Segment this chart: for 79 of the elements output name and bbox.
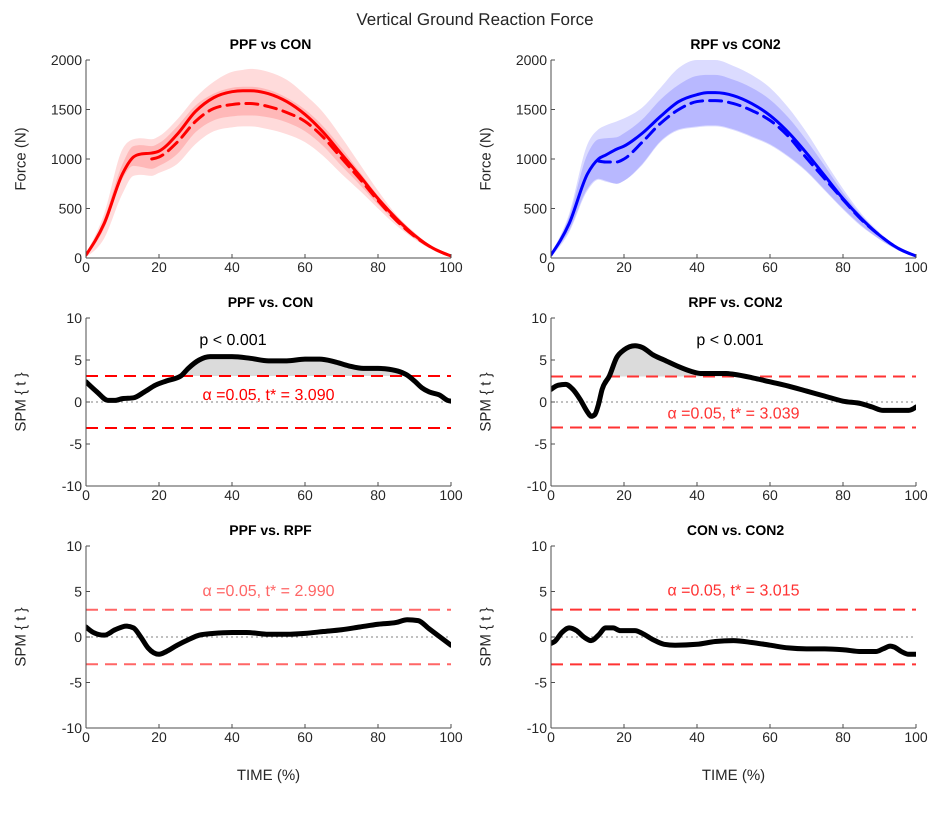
x-tick-label: 60 bbox=[297, 486, 313, 503]
chart-title: RPF vs CON2 bbox=[690, 36, 781, 52]
x-tick-label: 80 bbox=[370, 258, 386, 275]
y-tick-label: 10 bbox=[66, 310, 82, 326]
x-tick-label: 80 bbox=[370, 728, 386, 745]
chart-title: RPF vs. CON2 bbox=[688, 294, 783, 310]
x-axis-title: TIME (%) bbox=[702, 767, 766, 784]
x-tick-label: 20 bbox=[151, 258, 167, 275]
x-tick-label: 100 bbox=[904, 258, 928, 275]
x-tick-label: 40 bbox=[689, 486, 705, 503]
text: Vertical Ground Reaction Force bbox=[355, 9, 595, 31]
y-tick-label: -10 bbox=[526, 720, 548, 736]
y-axis-title: SPM { t } bbox=[12, 607, 30, 667]
y-tick-label: 0 bbox=[74, 394, 82, 410]
x-tick-label: 100 bbox=[439, 258, 463, 275]
ref-line-label: α =0.05, t* = 3.015 bbox=[667, 582, 800, 600]
y-tick-label: -5 bbox=[534, 674, 548, 690]
x-tick-label: 40 bbox=[689, 258, 705, 275]
y-axis-title: SPM { t } bbox=[12, 372, 30, 432]
y-tick-label: 5 bbox=[74, 583, 82, 600]
x-tick-label: 40 bbox=[224, 728, 240, 745]
y-tick-label: -10 bbox=[62, 720, 82, 736]
annotation: p < 0.001 bbox=[199, 332, 267, 350]
y-axis-title: SPM { t } bbox=[477, 607, 494, 667]
chart-title: PPF vs CON bbox=[230, 36, 312, 52]
x-tick-label: 60 bbox=[297, 258, 313, 275]
x-tick-label: 20 bbox=[151, 486, 167, 503]
x-tick-label: 100 bbox=[439, 728, 463, 745]
x-tick-label: 20 bbox=[616, 486, 632, 503]
y-tick-label: 2000 bbox=[50, 52, 82, 68]
ref-line-label: α =0.05, t* = 3.090 bbox=[202, 387, 335, 404]
y-tick-label: -10 bbox=[526, 478, 548, 494]
ref-line-label: α =0.05, t* = 2.990 bbox=[202, 582, 335, 600]
x-tick-label: 100 bbox=[439, 486, 463, 503]
x-tick-label: 60 bbox=[762, 486, 778, 503]
chart-title: PPF vs. CON bbox=[228, 294, 314, 310]
y-tick-label: 10 bbox=[531, 310, 548, 326]
y-tick-label: 10 bbox=[531, 538, 548, 554]
x-tick-label: 40 bbox=[689, 728, 705, 745]
x-axis-title: TIME (%) bbox=[236, 767, 300, 784]
x-tick-label: 60 bbox=[762, 728, 778, 745]
x-tick-label: 60 bbox=[297, 728, 313, 745]
y-axis-title: Force (N) bbox=[477, 127, 494, 191]
x-tick-label: 60 bbox=[762, 258, 778, 275]
y-axis-title: SPM { t } bbox=[477, 372, 494, 432]
y-tick-label: -5 bbox=[534, 436, 548, 452]
y-tick-label: -5 bbox=[70, 436, 82, 452]
x-tick-label: 80 bbox=[370, 486, 386, 503]
x-tick-label: 80 bbox=[835, 258, 851, 275]
ref-line-label: α =0.05, t* = 3.039 bbox=[667, 405, 800, 422]
y-tick-label: 5 bbox=[74, 352, 82, 368]
y-tick-label: -10 bbox=[62, 478, 82, 494]
x-tick-label: 100 bbox=[904, 486, 928, 503]
y-tick-label: -5 bbox=[70, 674, 82, 690]
y-tick-label: 2000 bbox=[516, 52, 548, 68]
x-tick-label: 20 bbox=[616, 258, 632, 275]
y-axis-title: Force (N) bbox=[12, 127, 30, 191]
y-tick-label: 0 bbox=[74, 628, 82, 645]
chart-title: PPF vs. RPF bbox=[229, 522, 312, 538]
y-tick-label: 500 bbox=[58, 200, 82, 216]
y-tick-label: 5 bbox=[539, 583, 548, 600]
y-tick-label: 1000 bbox=[50, 150, 82, 167]
chart-title: CON vs. CON2 bbox=[686, 522, 784, 538]
x-tick-label: 40 bbox=[224, 486, 240, 503]
x-tick-label: 40 bbox=[224, 258, 240, 275]
y-tick-label: 10 bbox=[66, 538, 82, 554]
x-tick-label: 20 bbox=[151, 728, 167, 745]
y-tick-label: 1000 bbox=[516, 150, 548, 167]
annotation: p < 0.001 bbox=[696, 332, 764, 350]
y-tick-label: 500 bbox=[524, 200, 548, 216]
y-tick-label: 0 bbox=[539, 394, 548, 410]
y-tick-label: 1500 bbox=[50, 101, 82, 118]
y-tick-label: 0 bbox=[539, 628, 548, 645]
x-tick-label: 20 bbox=[616, 728, 632, 745]
y-tick-label: 1500 bbox=[516, 101, 548, 118]
x-tick-label: 100 bbox=[904, 728, 928, 745]
x-tick-label: 80 bbox=[835, 486, 851, 503]
x-tick-label: 80 bbox=[835, 728, 851, 745]
y-tick-label: 5 bbox=[539, 352, 548, 368]
